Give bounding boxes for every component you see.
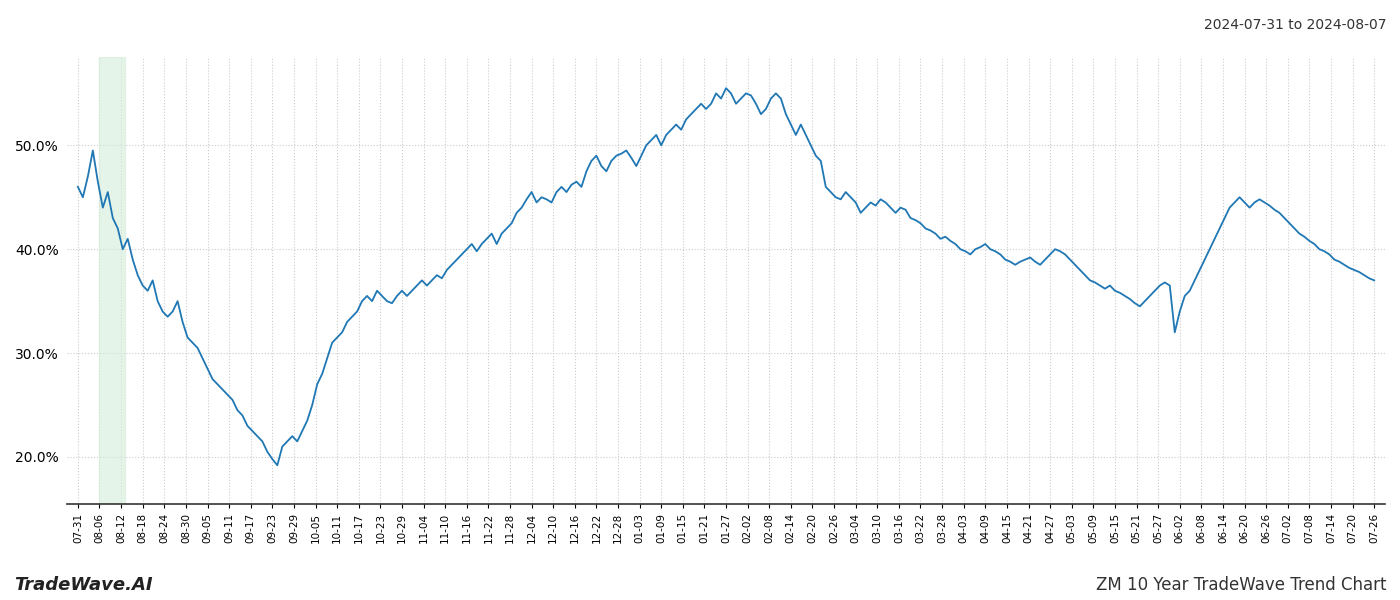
Text: 2024-07-31 to 2024-08-07: 2024-07-31 to 2024-08-07	[1204, 18, 1386, 32]
Text: TradeWave.AI: TradeWave.AI	[14, 576, 153, 594]
Bar	[99, 57, 126, 504]
Text: ZM 10 Year TradeWave Trend Chart: ZM 10 Year TradeWave Trend Chart	[1095, 576, 1386, 594]
